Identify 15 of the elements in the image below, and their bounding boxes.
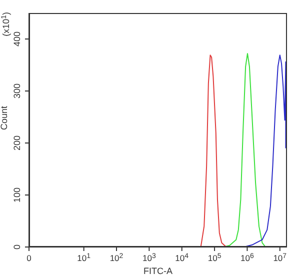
x-tick-label: 10$^{6}$ — [240, 252, 254, 263]
x-tick-label: 0 — [26, 253, 32, 263]
x-tick-label: 10$^{3}$ — [142, 252, 156, 263]
y-axis-title: Count — [0, 105, 10, 130]
x-tick-label: 10$^{4}$ — [175, 252, 189, 263]
y-tick-label: 200 — [12, 135, 22, 151]
y-tick-label: 0 — [12, 244, 22, 250]
x-tick-label: 10$^{7}$ — [273, 252, 287, 263]
y-tick-label: 100 — [12, 187, 22, 203]
y-tick-label: 400 — [12, 31, 22, 47]
x-tick-label: 10$^{2}$ — [110, 252, 124, 263]
y-tick-label: 300 — [12, 83, 22, 99]
x-tick-label: 10$^{1}$ — [77, 252, 91, 263]
x-tick-label: 10$^{5}$ — [208, 252, 222, 263]
x-axis-title: FITC-A — [144, 266, 172, 275]
